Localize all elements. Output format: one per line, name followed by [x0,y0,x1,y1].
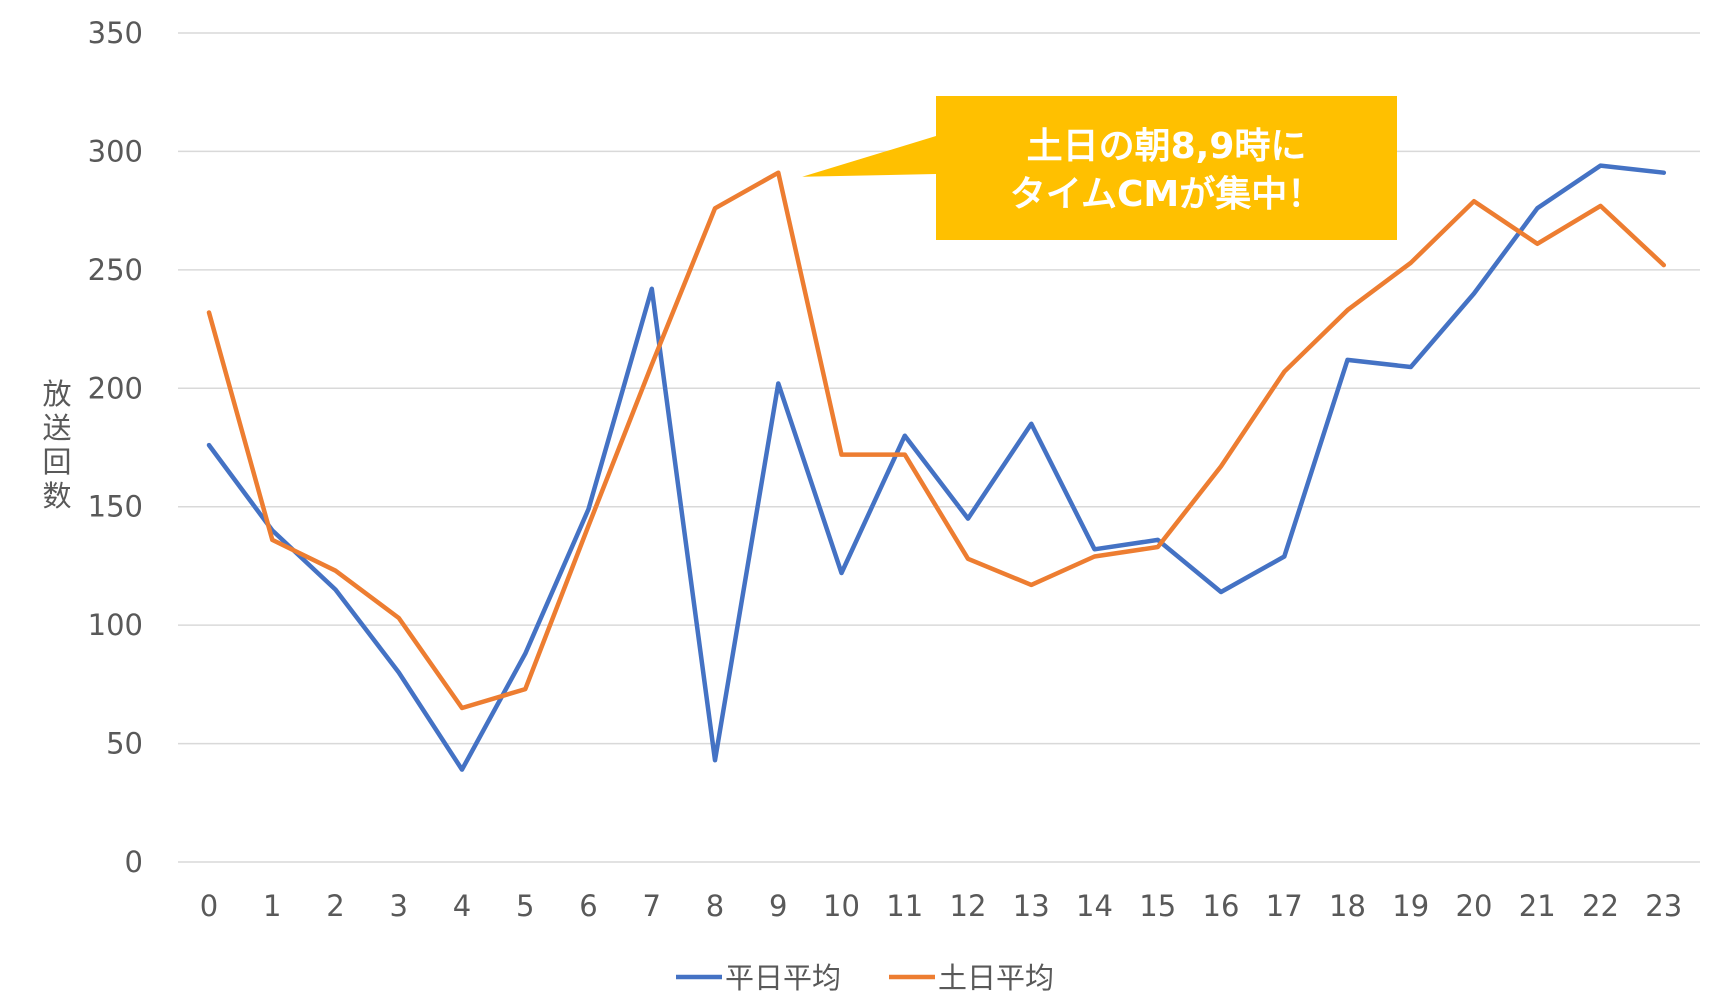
y-axis-tick-labels: 0 50 100 150 200 250 300 350 [88,16,143,879]
y-tick-label: 250 [88,253,143,287]
y-tick-label: 100 [88,608,143,642]
x-tick-label: 8 [706,889,724,923]
callout-pointer [802,136,936,177]
callout-text-line: タイムCMが集中！ [1010,174,1324,215]
series-line-2 [206,170,1667,711]
x-tick-label: 14 [1076,889,1113,923]
x-tick-label: 18 [1329,889,1366,923]
x-tick-label: 7 [643,889,661,923]
y-tick-label: 50 [106,727,143,761]
x-tick-label: 21 [1519,889,1556,923]
callout-box [936,96,1397,240]
y-tick-label: 200 [88,371,143,405]
x-tick-label: 15 [1139,889,1176,923]
x-tick-label: 16 [1203,889,1240,923]
legend: 平日平均 土日平均 [676,961,1054,995]
y-axis-label-char: 送 [42,411,71,445]
x-tick-label: 19 [1392,889,1429,923]
y-tick-label: 0 [125,845,143,879]
x-tick-label: 11 [886,889,923,923]
y-axis-label-char: 回 [42,445,71,479]
x-tick-label: 17 [1266,889,1303,923]
x-tick-label: 0 [200,889,218,923]
x-tick-label: 13 [1013,889,1050,923]
legend-label-2: 土日平均 [938,961,1054,995]
x-tick-label: 9 [769,889,787,923]
gridlines [178,32,1700,863]
legend-label-1: 平日平均 [725,961,841,995]
y-tick-label: 350 [88,16,143,50]
x-tick-label: 6 [579,889,597,923]
x-tick-label: 22 [1582,889,1619,923]
y-tick-label: 300 [88,134,143,168]
x-tick-label: 4 [453,889,471,923]
y-axis-label-char: 数 [42,479,71,513]
y-tick-label: 150 [88,490,143,524]
x-axis-tick-labels: 0 1 2 3 4 5 6 7 8 9 10 11 12 13 14 15 16 17 18 19 20 21 22 23 [200,889,1682,923]
series-line-1 [206,163,1667,772]
series-lines [206,163,1667,772]
x-tick-label: 12 [950,889,987,923]
x-tick-label: 5 [516,889,534,923]
y-axis-label: 放送回数 [42,377,71,513]
x-tick-label: 2 [326,889,344,923]
x-tick-label: 23 [1645,889,1682,923]
x-tick-label: 3 [390,889,408,923]
y-axis-label-char: 放 [42,377,71,411]
x-tick-label: 1 [263,889,281,923]
callout-text-line: 土日の朝8,9時に [1027,126,1307,167]
x-tick-label: 20 [1456,889,1493,923]
x-tick-label: 10 [823,889,860,923]
